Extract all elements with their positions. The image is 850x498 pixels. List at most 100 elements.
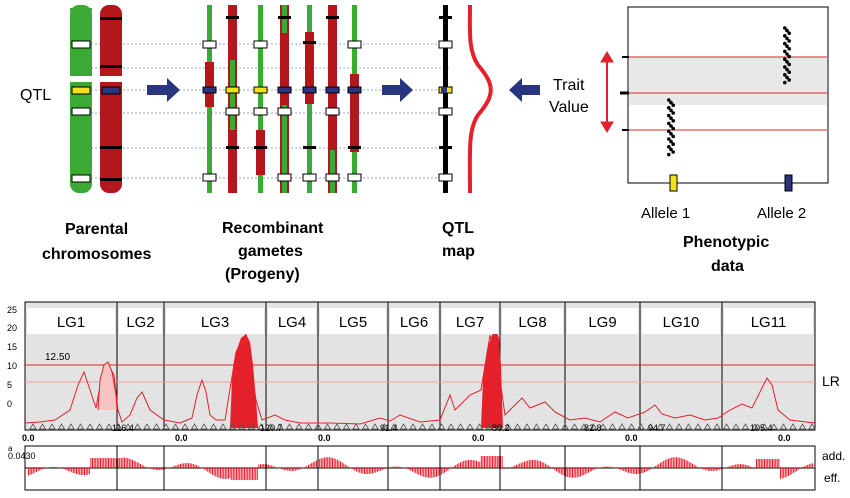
effect-bar: [732, 465, 733, 468]
effect-bar: [32, 468, 34, 474]
effect-bar: [600, 467, 602, 468]
marker-triangle: [646, 423, 655, 430]
effect-bar: [650, 468, 652, 470]
allele1-point: [671, 103, 675, 107]
effect-bar: [762, 459, 764, 468]
allele1-point: [671, 126, 675, 131]
effect-bar: [644, 468, 645, 473]
effect-bar: [733, 464, 735, 468]
recombinant-caption-2: gametes: [238, 243, 303, 260]
lg-label: LG6: [400, 314, 428, 331]
marker-triangle: [266, 423, 275, 430]
effect-bar: [340, 461, 341, 468]
effect-bar: [605, 466, 607, 468]
allele1-point: [669, 132, 673, 136]
effect-bar: [464, 460, 466, 468]
effect-bar: [445, 468, 447, 472]
marker-triangle: [456, 423, 465, 430]
phenotypic-plot: [620, 6, 829, 192]
effect-bar: [552, 468, 554, 469]
effect-bar: [96, 458, 98, 468]
effect-bar: [293, 468, 295, 471]
effect-bar: [144, 466, 146, 468]
allele2-point: [783, 80, 787, 85]
lg-length-label: 91.4: [380, 423, 398, 433]
effect-bar: [344, 464, 346, 468]
effect-bar: [725, 467, 727, 468]
y-tick-label: 10: [7, 361, 17, 371]
effect-bar: [245, 468, 247, 480]
effect-bar: [407, 468, 409, 470]
effect-bar: [56, 467, 58, 468]
marker-triangle: [352, 423, 360, 430]
effect-bar: [247, 468, 249, 480]
effect-bar: [757, 459, 759, 468]
effect-bar: [215, 468, 217, 477]
effect-bar: [146, 467, 148, 468]
effect-bar: [68, 468, 69, 471]
effect-bar: [511, 466, 513, 468]
effect-bar: [64, 468, 66, 470]
marker-triangle: [48, 423, 56, 430]
effect-bar: [389, 467, 391, 468]
effect-bar: [152, 468, 154, 470]
effect-bar: [381, 468, 383, 470]
effect-bar: [218, 468, 220, 478]
effect-bar: [426, 468, 428, 478]
allele2-point: [785, 75, 789, 80]
arrow-left-icon: [509, 78, 540, 102]
effect-bar: [186, 463, 188, 468]
lg-label-background: [320, 308, 386, 334]
effect-bar: [666, 459, 668, 468]
allele2-point: [787, 78, 791, 82]
marker-triangle: [532, 423, 541, 430]
effect-bar: [90, 458, 92, 468]
effect-bar: [140, 463, 141, 468]
marker-triangle: [86, 423, 94, 430]
effect-bar: [792, 468, 794, 474]
effect-bar: [805, 465, 807, 468]
effect-bar: [199, 466, 201, 468]
qtl-lr-curve: [467, 4, 493, 194]
effect-bar: [743, 464, 745, 468]
lg-length-label: 82.8: [584, 423, 602, 433]
marker-triangle: [599, 423, 607, 430]
allele2-point: [787, 47, 791, 51]
lg-label-background: [119, 308, 162, 334]
effect-bar: [624, 468, 626, 472]
effect-bar: [442, 468, 444, 474]
allele2-point: [783, 65, 787, 69]
marker-triangle: [494, 423, 503, 430]
effect-bar: [632, 468, 634, 474]
effect-bar: [359, 468, 361, 473]
marker-triangle: [171, 423, 180, 430]
effect-bar: [392, 466, 394, 468]
effect-bar: [525, 461, 527, 468]
effect-bar: [300, 468, 301, 470]
allele1-point: [667, 145, 671, 149]
marker-triangle: [618, 423, 626, 430]
effect-bar: [548, 465, 549, 468]
effect-bar: [668, 458, 669, 468]
effect-bar: [767, 459, 769, 468]
effect-bar: [608, 466, 610, 468]
lr-label: LR: [822, 373, 840, 389]
effect-bar: [175, 465, 177, 468]
effect-bar: [384, 468, 386, 469]
effect-bar: [775, 459, 777, 468]
effect-bar: [157, 468, 159, 471]
effect-bar: [106, 458, 108, 468]
allele1-marker: [669, 174, 678, 192]
trait-range-arrow-icon: [600, 51, 614, 133]
allele1-point: [671, 111, 675, 115]
effect-bar: [133, 460, 135, 468]
marker-triangle: [770, 423, 778, 430]
marker-triangle: [580, 423, 588, 430]
effect-bar: [543, 462, 545, 468]
effect-bar: [431, 468, 433, 478]
effect-bar: [532, 459, 533, 468]
effect-bar: [522, 462, 524, 468]
effect-bar: [468, 459, 469, 468]
effect-bar: [677, 457, 679, 468]
effect-bar: [482, 456, 484, 468]
